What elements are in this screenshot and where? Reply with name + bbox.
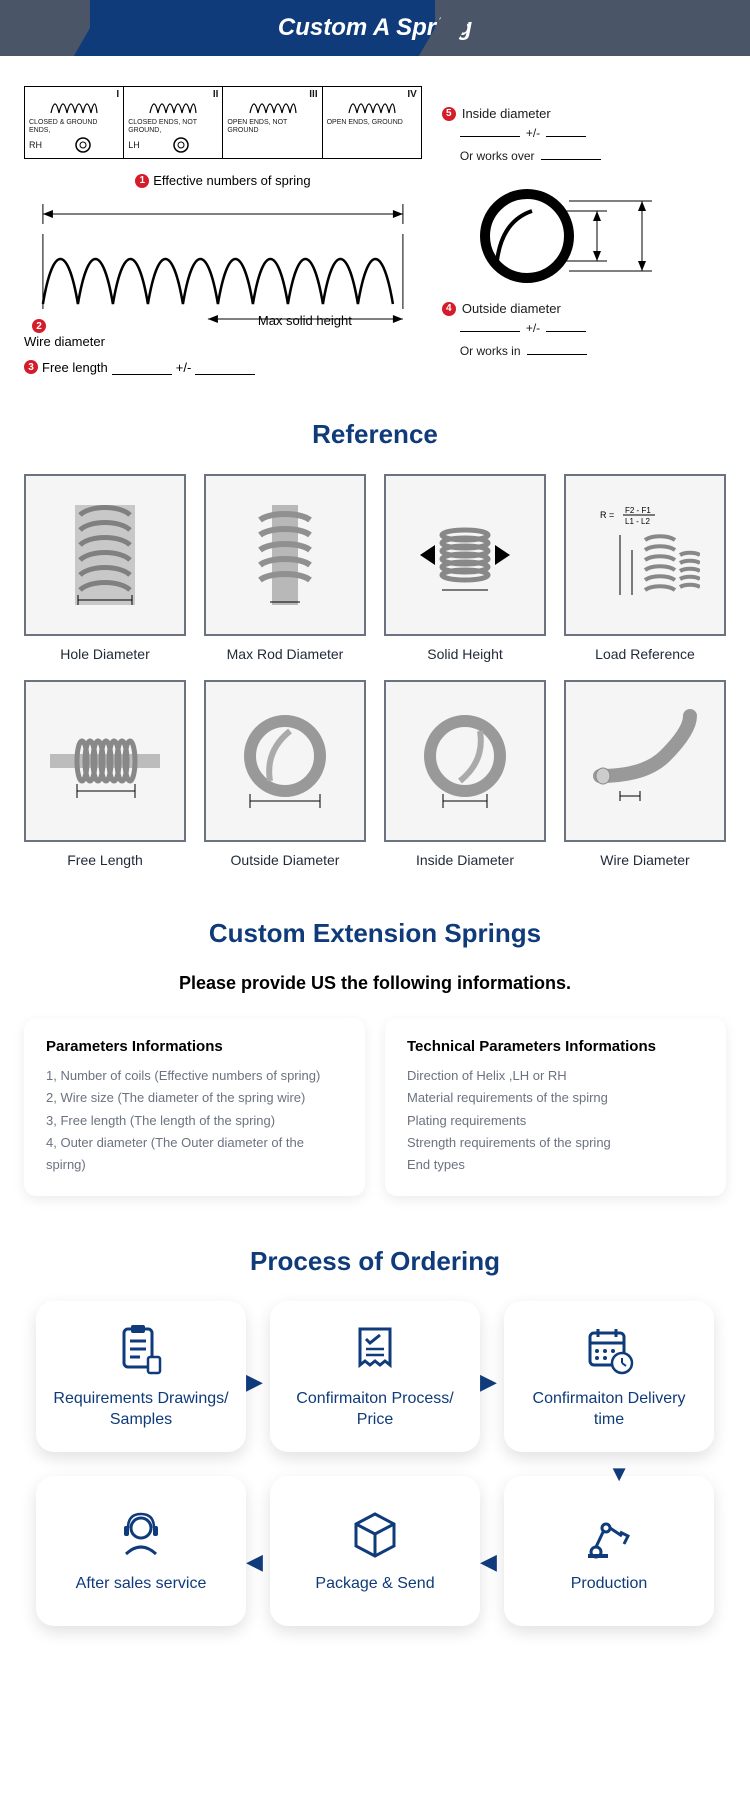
spring-icon [50, 500, 160, 610]
end-type-1: I CLOSED & GROUND ENDS, RH [25, 87, 124, 158]
badge-5: 5 [442, 107, 456, 121]
process-step-after-sales: After sales service [36, 1476, 246, 1626]
end-types-row: I CLOSED & GROUND ENDS, RH II CLOSED END… [24, 86, 422, 159]
end-type-3: III OPEN ENDS, NOT GROUND [223, 87, 322, 158]
ref-item: R = F2 - F1L1 - L2 Load Reference [564, 474, 726, 662]
label-effective: Effective numbers of spring [153, 173, 310, 188]
badge-3: 3 [24, 360, 38, 374]
header-bar: Custom A Spring [0, 0, 750, 56]
ref-item: Free Length [24, 680, 186, 868]
spring-icon [50, 706, 160, 816]
info-cards: Parameters Informations 1, Number of coi… [0, 1018, 750, 1195]
svg-text:L1 - L2: L1 - L2 [625, 517, 650, 526]
tech-info-card: Technical Parameters Informations Direct… [385, 1018, 726, 1195]
robot-icon [582, 1508, 636, 1562]
box-icon [348, 1508, 402, 1562]
arrow-icon: ◀ [246, 1549, 263, 1575]
process-step-confirm-delivery: Confirmaiton Delivery time [504, 1301, 714, 1453]
spring-icon: R = F2 - F1 L1 - L2 [590, 500, 700, 610]
ref-free-length [24, 680, 186, 842]
spring-icon [230, 500, 340, 610]
spring-icon [148, 91, 198, 117]
ref-item: Wire Diameter [564, 680, 726, 868]
end-type-4: IV OPEN ENDS, GROUND [323, 87, 421, 158]
label-outside-dia: Outside diameter [462, 301, 561, 316]
extension-subtitle: Please provide US the following informat… [0, 973, 750, 994]
process-grid: Requirements Drawings/ Samples Confirmai… [0, 1301, 750, 1667]
spring-icon [347, 91, 397, 117]
param-info-card: Parameters Informations 1, Number of coi… [24, 1018, 365, 1195]
ref-item: Inside Diameter [384, 680, 546, 868]
headset-icon [114, 1508, 168, 1562]
reference-grid: Hole Diameter Max Rod Diameter Solid Hei… [0, 474, 750, 868]
ref-load-reference: R = F2 - F1 L1 - L2 [564, 474, 726, 636]
spring-icon [248, 91, 298, 117]
ref-item: Hole Diameter [24, 474, 186, 662]
badge-2: 2 [32, 319, 46, 333]
ref-item: Max Rod Diameter [204, 474, 366, 662]
ref-item: Outside Diameter [204, 680, 366, 868]
arrow-icon: ▼ [608, 1461, 630, 1487]
label-free-len: Free length [42, 360, 108, 375]
ref-inside-diameter [384, 680, 546, 842]
clipboard-icon [114, 1323, 168, 1377]
arrow-icon: ▶ [246, 1369, 263, 1395]
process-step-production: Production [504, 1476, 714, 1626]
reference-title: Reference [0, 419, 750, 450]
label-wire-dia: Wire diameter [24, 334, 105, 349]
label-works-in: Or works in [460, 344, 521, 358]
circle-icon [74, 136, 92, 154]
label-max-solid: Max solid height [258, 313, 352, 328]
extension-title: Custom Extension Springs [0, 918, 750, 949]
calendar-icon [582, 1323, 636, 1377]
process-step-requirements: Requirements Drawings/ Samples [36, 1301, 246, 1453]
arrow-icon: ◀ [480, 1549, 497, 1575]
ref-outside-diameter [204, 680, 366, 842]
ref-solid-height [384, 474, 546, 636]
label-works-over: Or works over [460, 149, 535, 163]
process-step-package: Package & Send [270, 1476, 480, 1626]
spring-icon [230, 706, 340, 816]
badge-4: 4 [442, 302, 456, 316]
tech-heading: Technical Parameters Informations [407, 1038, 704, 1055]
arrow-icon: ▶ [480, 1369, 497, 1395]
ref-item: Solid Height [384, 474, 546, 662]
receipt-icon [348, 1323, 402, 1377]
spring-icon [410, 500, 520, 610]
circle-icon [172, 136, 190, 154]
label-inside-dia: Inside diameter [462, 106, 551, 121]
svg-text:F2 - F1: F2 - F1 [625, 506, 651, 515]
ref-hole-diameter [24, 474, 186, 636]
spring-icon [49, 91, 99, 117]
process-step-confirm-price: Confirmaiton Process/ Price [270, 1301, 480, 1453]
badge-1: 1 [135, 174, 149, 188]
ref-max-rod [204, 474, 366, 636]
ref-wire-diameter [564, 680, 726, 842]
process-title: Process of Ordering [0, 1246, 750, 1277]
svg-text:R =: R = [600, 510, 614, 520]
page-title: Custom A Spring [278, 14, 472, 42]
param-heading: Parameters Informations [46, 1038, 343, 1055]
spring-icon [410, 706, 520, 816]
end-type-2: II CLOSED ENDS, NOT GROUND, LH [124, 87, 223, 158]
ring-diagram [442, 171, 662, 301]
spring-diagram: I CLOSED & GROUND ENDS, RH II CLOSED END… [0, 56, 750, 395]
spring-icon [590, 706, 700, 816]
